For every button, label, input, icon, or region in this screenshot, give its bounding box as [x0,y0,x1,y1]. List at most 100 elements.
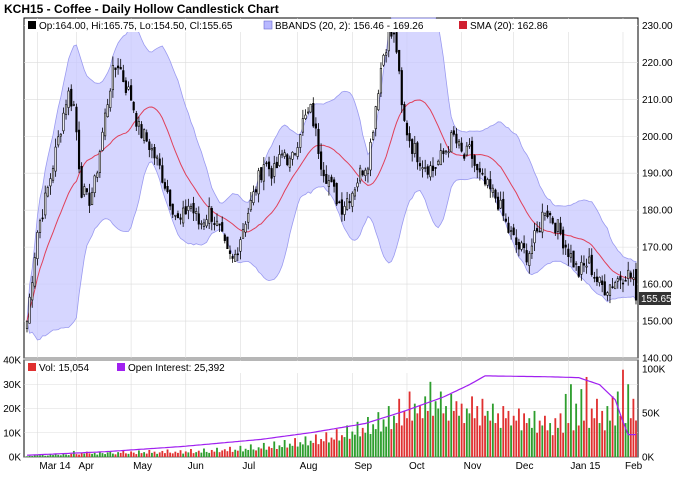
vol-legend-text: Vol: 15,054 [39,363,89,374]
volume-bar [536,432,539,457]
price-tick-label: 200.00 [642,132,673,143]
volume-bar [491,403,494,457]
volume-bar [510,425,512,457]
volume-bar [481,398,484,457]
volume-bar [265,449,268,457]
volume-bar [549,423,552,457]
volume-bar [26,456,28,457]
volume-bar [114,454,117,457]
volume-bar [528,418,531,457]
volume-bar [632,398,635,457]
candle-body [431,165,435,171]
candle-body [312,103,315,127]
candle-body [96,172,99,178]
candle-body [57,136,60,146]
volume-bar [44,455,47,457]
volume-bar [614,425,617,457]
candle-body [195,211,198,214]
volume-tick-label: 10K [3,428,21,439]
candle-body [70,88,73,107]
volume-bar [601,410,604,457]
candle-body [273,163,276,177]
volume-bar [622,369,624,457]
candle-body [309,104,312,113]
candle-body [49,178,52,187]
candle-body [398,49,401,72]
month-tick-label: Mar 14 [39,461,71,472]
candle-body [340,199,343,215]
candle-body [567,248,570,257]
volume-bar [515,420,518,457]
candle-body [140,124,143,139]
volume-bar [234,449,237,457]
volume-bar [635,420,637,457]
volume-bar [400,425,403,457]
volume-bar [580,389,583,457]
volume-bar [395,423,398,457]
candle-body [577,266,580,277]
candle-body [286,154,289,166]
volume-bar [588,427,591,457]
candle-body [377,93,380,111]
month-tick-label: Jun [188,461,204,472]
volume-bar [49,454,52,457]
candle-body [507,222,510,233]
candle-body [85,188,88,193]
volume-bar [153,451,156,457]
candle-body [83,186,86,195]
candle-body [450,132,453,153]
oi-legend-swatch [117,363,125,371]
volume-bar [307,445,309,457]
last-price-box [639,292,671,305]
volume-bar [426,410,429,457]
candle-body [593,276,596,279]
volume-bar [393,415,395,457]
candle-body [608,284,612,296]
chart-title: KCH15 - Coffee - Daily Hollow Candlestic… [4,2,279,16]
volume-bar [31,456,34,457]
volume-bar [46,455,49,457]
volume-bar [200,452,203,457]
candle-body [546,210,549,218]
candle-body [137,121,140,127]
candle-body [426,166,429,175]
candle-body [33,257,36,287]
volume-bar [262,442,265,457]
volume-bar [242,451,244,457]
candle-body [582,263,586,266]
volume-bar [606,406,609,457]
candle-body [489,179,492,190]
candle-body [117,65,120,69]
candle-body [202,222,206,227]
candle-body [236,253,239,256]
volume-bar [460,403,463,457]
candle-body [317,128,320,154]
volume-bar [192,453,195,457]
candle-body [25,320,29,329]
volume-bar [343,437,346,457]
volume-bar [489,420,492,457]
candle-body [208,206,211,224]
candle-body [627,269,630,279]
candle-body [559,222,562,234]
candle-body [473,155,476,166]
volume-bar [109,451,112,457]
candle-body [549,212,552,216]
vol-legend-swatch [28,363,36,371]
candle-body [348,201,351,204]
candle-body [351,192,354,207]
bbands-legend-text: BBANDS (20, 2): 156.46 - 169.26 [275,21,424,32]
candle-body [569,253,573,258]
candle-body [588,256,591,264]
volume-bar [406,418,408,457]
candle-body [103,112,107,137]
candle-body [44,192,47,216]
volume-bar [570,384,572,457]
volume-bar [390,429,393,457]
volume-bar [156,453,159,457]
candle-body [494,189,497,199]
volume-bar [221,450,224,457]
candle-body [231,256,234,259]
candle-body [390,31,393,37]
volume-bar [59,455,62,457]
